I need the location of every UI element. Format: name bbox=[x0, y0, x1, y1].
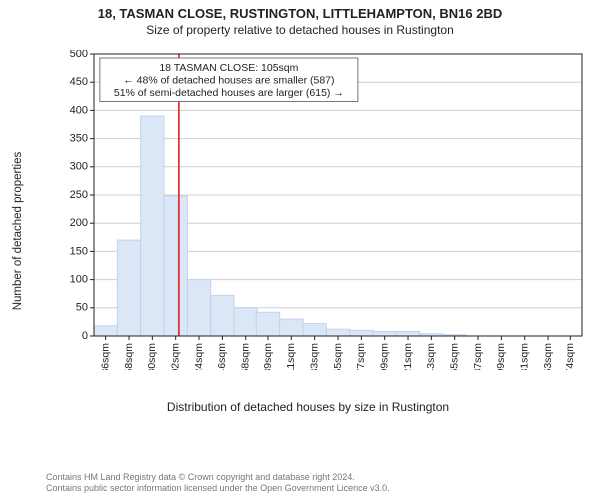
svg-text:400: 400 bbox=[70, 104, 88, 116]
x-tick-label: 124sqm bbox=[193, 343, 205, 370]
x-tick-label: 321sqm bbox=[402, 343, 414, 370]
annotation-line: 51% of semi-detached houses are larger (… bbox=[114, 87, 344, 99]
x-tick-label: 409sqm bbox=[495, 343, 507, 370]
x-tick-label: 431sqm bbox=[518, 343, 530, 370]
x-tick-label: 189sqm bbox=[262, 343, 274, 370]
x-tick-label: 343sqm bbox=[425, 343, 437, 370]
histogram-bar bbox=[256, 312, 279, 336]
histogram-bar bbox=[234, 308, 257, 336]
x-tick-label: 146sqm bbox=[216, 343, 228, 370]
svg-text:300: 300 bbox=[70, 161, 88, 173]
svg-text:200: 200 bbox=[70, 217, 88, 229]
histogram-bar bbox=[187, 280, 210, 336]
x-tick-label: 102sqm bbox=[169, 343, 181, 370]
x-tick-label: 58sqm bbox=[123, 343, 135, 370]
attribution-line: Contains public sector information licen… bbox=[46, 483, 592, 494]
histogram-bar bbox=[350, 330, 373, 336]
annotation-line: ← 48% of detached houses are smaller (58… bbox=[123, 75, 334, 87]
histogram-bar bbox=[303, 324, 326, 336]
svg-text:250: 250 bbox=[70, 189, 88, 201]
svg-text:150: 150 bbox=[70, 245, 88, 257]
histogram-bar bbox=[373, 331, 396, 336]
histogram-bar bbox=[94, 326, 117, 336]
histogram-chart: 0 50 100 150 200 250 300 350 400 450 500 18 TASMAN … bbox=[64, 50, 586, 370]
x-tick-label: 299sqm bbox=[378, 343, 390, 370]
svg-text:450: 450 bbox=[70, 76, 88, 88]
histogram-bar bbox=[164, 196, 187, 336]
attribution-text: Contains HM Land Registry data © Crown c… bbox=[46, 472, 592, 495]
x-axis-label: Distribution of detached houses by size … bbox=[24, 400, 592, 414]
histogram-bar bbox=[280, 319, 303, 336]
x-tick-label: 80sqm bbox=[146, 343, 158, 370]
chart-title: 18, TASMAN CLOSE, RUSTINGTON, LITTLEHAMP… bbox=[0, 0, 600, 21]
svg-text:0: 0 bbox=[82, 330, 88, 342]
histogram-bar bbox=[117, 240, 140, 336]
x-tick-label: 255sqm bbox=[332, 343, 344, 370]
x-tick-label: 453sqm bbox=[542, 343, 554, 370]
x-tick-label: 277sqm bbox=[355, 343, 367, 370]
x-tick-label: 36sqm bbox=[99, 343, 111, 370]
svg-text:500: 500 bbox=[70, 50, 88, 60]
histogram-bar bbox=[326, 329, 349, 336]
histogram-bar bbox=[141, 116, 164, 336]
x-tick-label: 211sqm bbox=[285, 343, 297, 370]
plot-wrap: Number of detached properties 0501001502… bbox=[24, 44, 592, 418]
svg-text:50: 50 bbox=[76, 302, 88, 314]
plot-inner: 0 50 100 150 200 250 300 350 400 450 500 18 TASMAN … bbox=[64, 50, 586, 370]
histogram-bar bbox=[211, 295, 234, 336]
svg-text:350: 350 bbox=[70, 133, 88, 145]
chart-page: 18, TASMAN CLOSE, RUSTINGTON, LITTLEHAMP… bbox=[0, 0, 600, 500]
x-tick-label: 168sqm bbox=[239, 343, 251, 370]
svg-text:100: 100 bbox=[70, 274, 88, 286]
x-tick-label: 387sqm bbox=[472, 343, 484, 370]
x-tick-label: 474sqm bbox=[564, 343, 576, 370]
annotation-line: 18 TASMAN CLOSE: 105sqm bbox=[159, 62, 298, 74]
y-axis-label: Number of detached properties bbox=[12, 152, 24, 311]
attribution-line: Contains HM Land Registry data © Crown c… bbox=[46, 472, 592, 483]
chart-subtitle: Size of property relative to detached ho… bbox=[0, 21, 600, 37]
x-tick-label: 233sqm bbox=[308, 343, 320, 370]
histogram-bar bbox=[396, 331, 419, 336]
x-tick-label: 365sqm bbox=[448, 343, 460, 370]
